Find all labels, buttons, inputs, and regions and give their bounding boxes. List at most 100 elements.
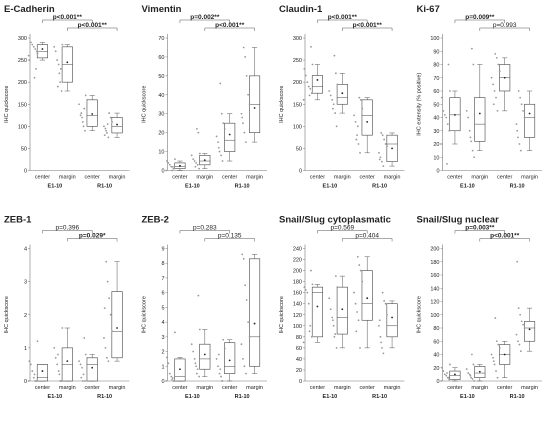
data-point xyxy=(197,131,200,134)
data-point xyxy=(242,358,244,360)
box-mean-marker xyxy=(341,92,344,95)
x-category-label: center xyxy=(310,175,325,181)
p-value-label: p<0.001** xyxy=(490,233,520,240)
data-point xyxy=(515,123,518,126)
data-point xyxy=(31,43,34,46)
y-tick-label: 70 xyxy=(158,36,164,42)
y-tick-label: 40 xyxy=(433,353,439,359)
y-tick-label: 4 xyxy=(161,320,164,326)
data-point xyxy=(386,145,388,148)
box-mean-marker xyxy=(228,359,231,362)
y-tick-label: 60 xyxy=(296,346,302,352)
y-tick-label: 200 xyxy=(18,80,27,86)
x-category-label: center xyxy=(85,175,100,181)
data-point xyxy=(467,372,470,374)
data-point xyxy=(59,380,62,382)
data-point xyxy=(381,134,384,137)
box-iqr xyxy=(224,342,236,374)
y-tick-label: 70 xyxy=(433,76,439,82)
data-point xyxy=(167,162,170,164)
data-point xyxy=(165,160,168,162)
y-axis-label: IHC quickscore xyxy=(279,86,285,123)
comparison-bracket xyxy=(204,238,255,242)
box-mean-marker xyxy=(528,328,531,331)
x-category-label: center xyxy=(310,385,325,391)
data-point xyxy=(80,112,83,114)
y-tick-label: 9 xyxy=(161,247,164,253)
chart-panel: Snail/Slug cytoplasmatic IHC quickscore 0 2… xyxy=(279,215,405,400)
data-point xyxy=(498,346,501,349)
data-point xyxy=(448,378,451,381)
box-mean-marker xyxy=(91,366,94,369)
data-point xyxy=(58,72,61,75)
data-point xyxy=(103,337,105,339)
chart-panel: Ki-67 IHC extensity (% positive) 0 10 20 30 40… xyxy=(417,4,542,190)
x-category-label: center xyxy=(35,175,50,181)
data-point xyxy=(198,167,201,170)
p-value-label: p<0.001** xyxy=(353,22,383,29)
y-tick-label: 8 xyxy=(161,261,164,267)
data-point xyxy=(448,129,451,132)
y-tick-label: 20 xyxy=(158,131,164,137)
comparison-bracket xyxy=(342,27,393,31)
box-mean-marker xyxy=(253,322,256,325)
data-point xyxy=(311,63,314,66)
data-point xyxy=(517,136,519,139)
data-point xyxy=(79,114,82,117)
data-point xyxy=(193,160,196,162)
data-point xyxy=(522,323,525,326)
data-point xyxy=(446,162,448,165)
data-point xyxy=(329,308,332,311)
data-point xyxy=(470,353,473,356)
data-point xyxy=(33,76,36,79)
data-point xyxy=(192,350,195,353)
x-category-label: margin xyxy=(246,385,263,391)
y-tick-label: 60 xyxy=(433,339,439,345)
data-point xyxy=(333,54,336,57)
y-tick-label: 20 xyxy=(296,368,302,374)
data-point xyxy=(108,297,111,300)
data-point xyxy=(29,41,32,44)
chart-title: ZEB-2 xyxy=(142,215,169,226)
data-point xyxy=(247,321,250,324)
data-point xyxy=(84,380,86,382)
data-point xyxy=(331,316,334,319)
x-category-label: center xyxy=(497,175,512,181)
data-point xyxy=(35,50,38,53)
data-point xyxy=(242,122,244,125)
data-point xyxy=(108,112,111,114)
y-tick-label: 300 xyxy=(18,36,27,42)
data-point xyxy=(522,109,525,112)
data-point xyxy=(383,138,386,141)
data-point xyxy=(217,353,220,356)
data-point xyxy=(519,96,522,99)
data-point xyxy=(310,269,312,272)
p-value-label: p<0.001** xyxy=(215,22,245,29)
box-mean-marker xyxy=(528,112,531,115)
data-point xyxy=(219,82,222,85)
data-point xyxy=(492,360,495,363)
data-point xyxy=(28,360,31,363)
data-point xyxy=(518,143,521,145)
data-point xyxy=(519,350,522,353)
data-point xyxy=(468,373,471,376)
data-point xyxy=(84,94,87,97)
x-group-label: E1-10 xyxy=(185,394,200,400)
data-point xyxy=(171,169,173,172)
data-point xyxy=(223,347,226,350)
data-point xyxy=(248,103,251,106)
data-point xyxy=(303,286,306,289)
data-point xyxy=(56,363,59,366)
box-mean-marker xyxy=(116,327,118,329)
y-tick-label: 250 xyxy=(18,58,27,64)
box-iqr xyxy=(524,321,536,342)
y-tick-label: 120 xyxy=(430,300,439,306)
data-point xyxy=(172,167,175,170)
chart-panel: ZEB-2 IHC quickscore 0 1 2 3 4 5 6 7 8 9 center margi… xyxy=(142,215,267,400)
p-value-label: p=0.993 xyxy=(493,22,517,29)
data-point xyxy=(440,366,443,369)
comparison-bracket xyxy=(204,27,255,31)
y-axis-label: IHC quickscore xyxy=(4,296,10,333)
data-point xyxy=(358,264,361,266)
data-point xyxy=(334,112,337,114)
